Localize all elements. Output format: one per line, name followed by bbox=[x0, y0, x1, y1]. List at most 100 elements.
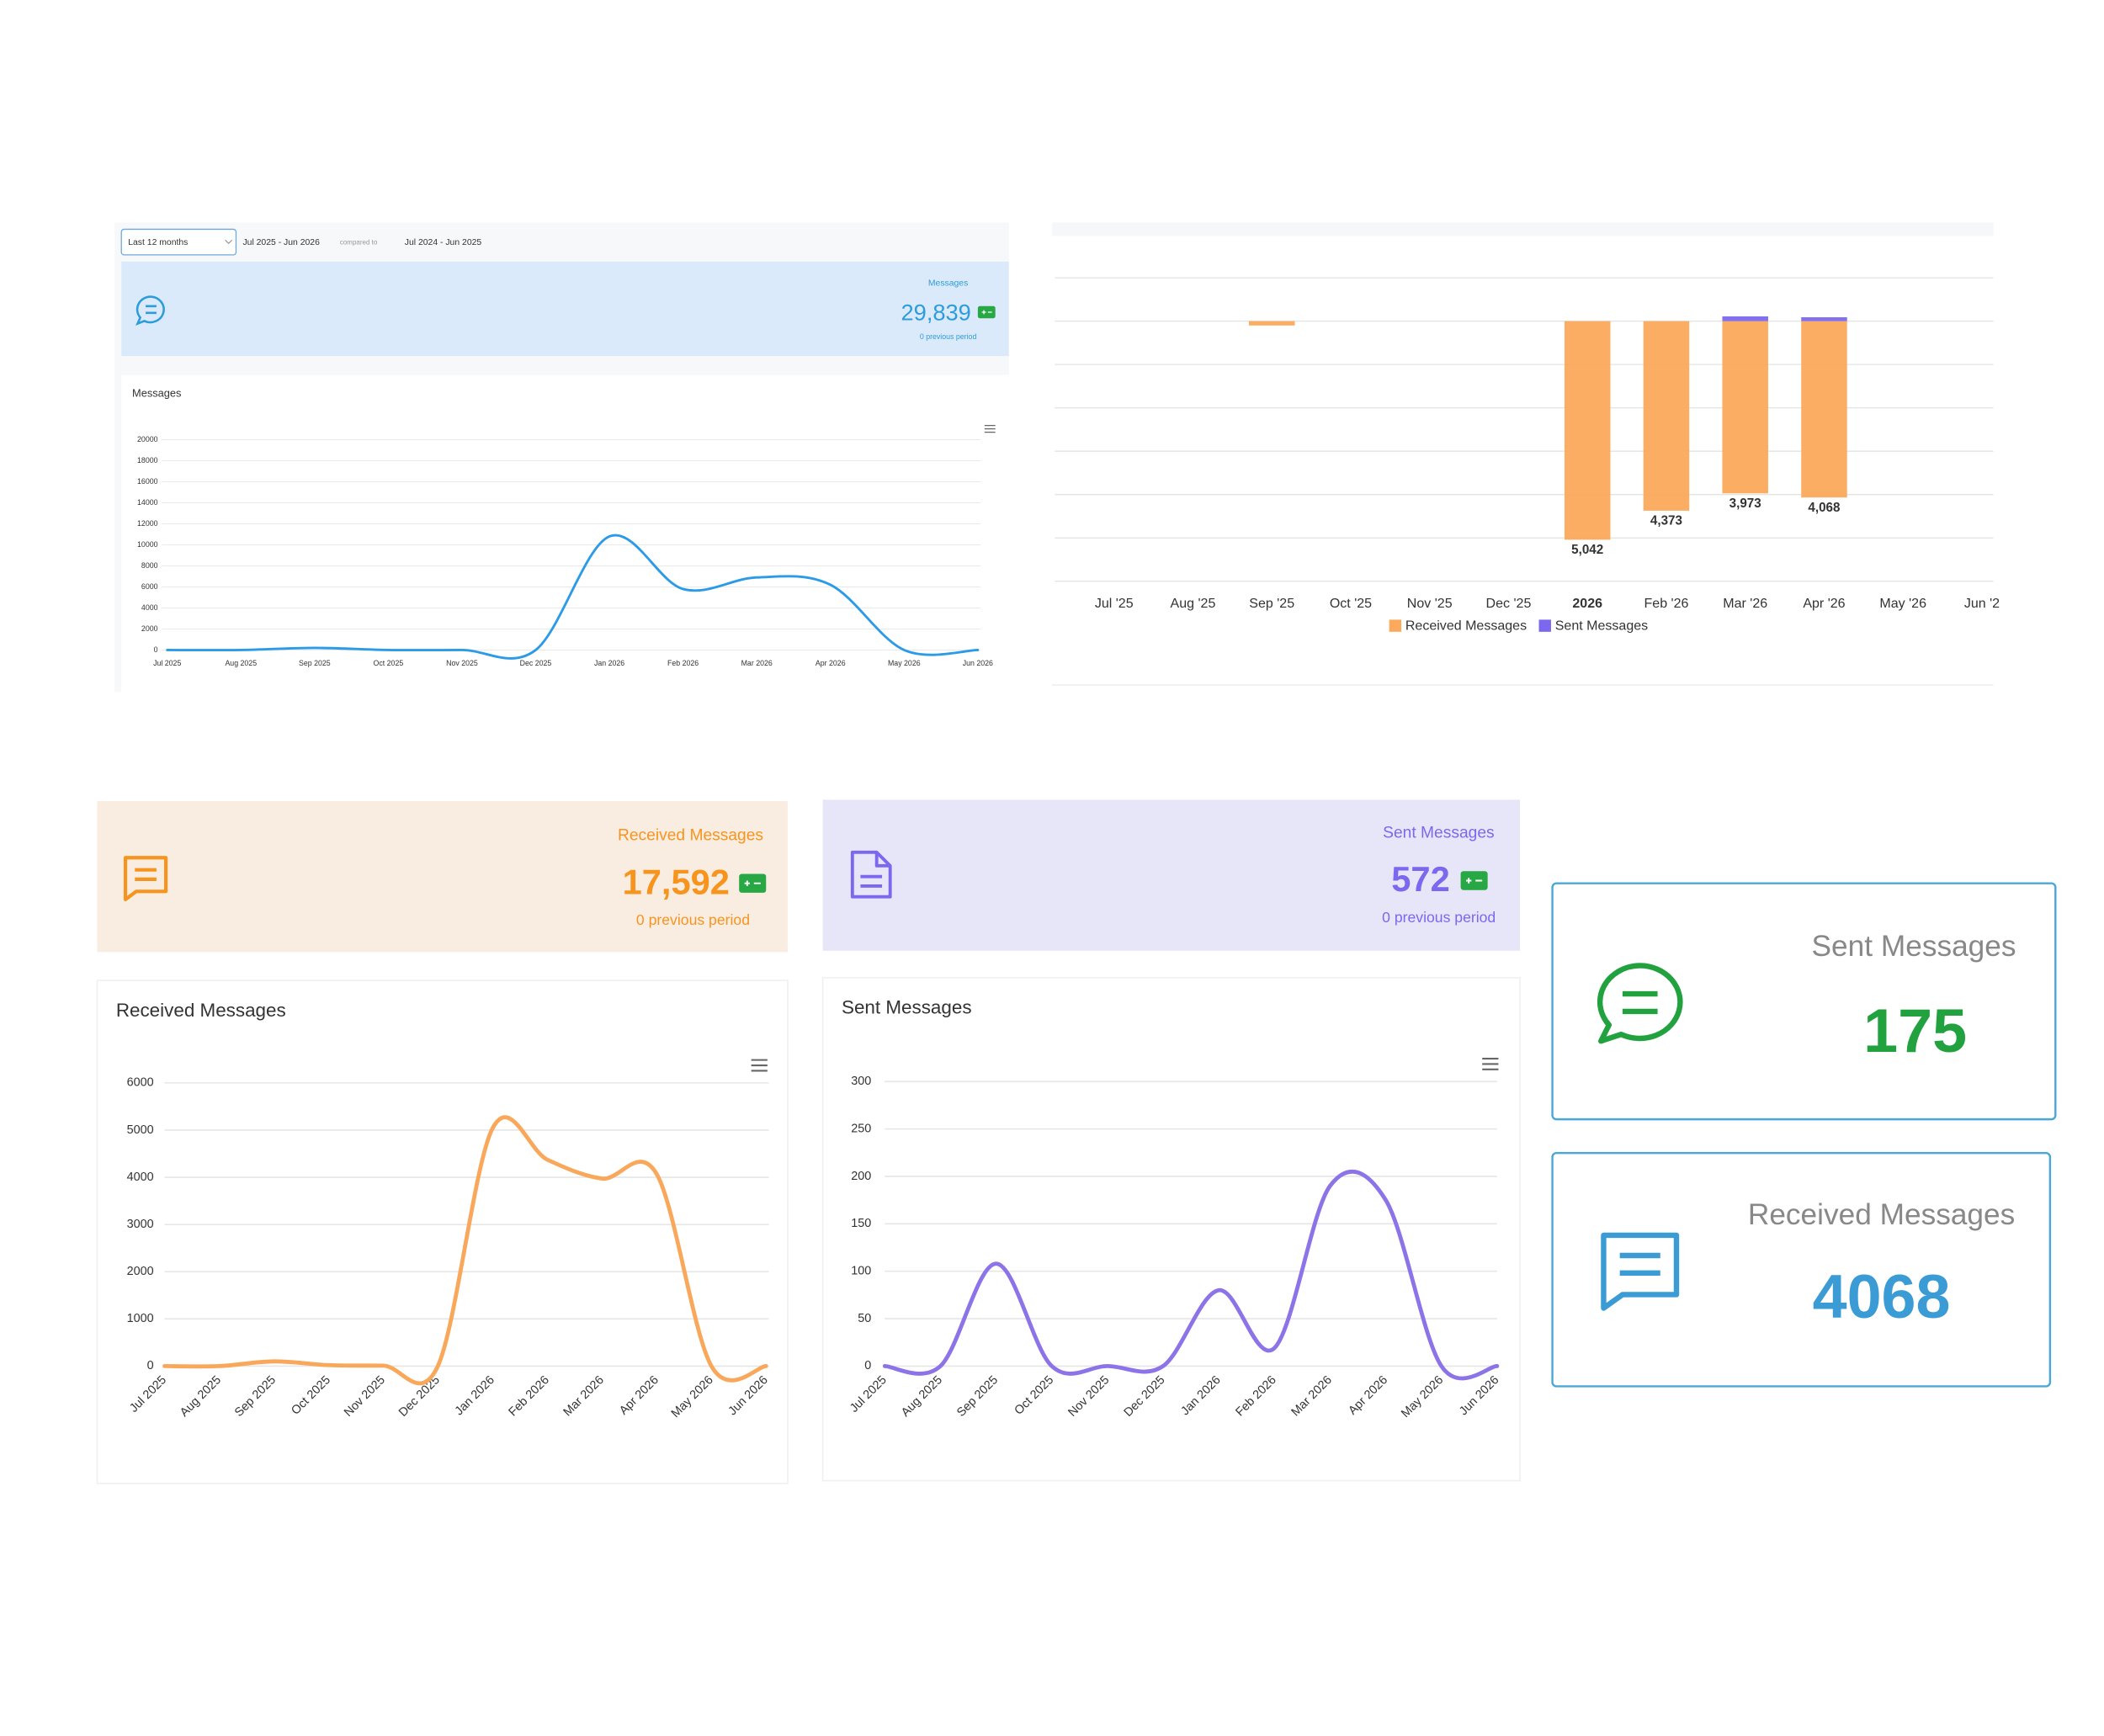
stat-value: 175 bbox=[1863, 995, 1967, 1065]
chart-plot: 0 2000 4000 6000 8000 10000 12000 14000 16000 180… bbox=[137, 435, 993, 667]
summary-card bbox=[822, 799, 1521, 951]
period-select-text: Last 12 months bbox=[128, 238, 188, 247]
message-icon bbox=[1601, 1232, 1680, 1311]
y-tick-label: 10000 bbox=[137, 540, 158, 549]
card-label: Messages bbox=[928, 279, 968, 288]
panel-strip bbox=[1052, 222, 1994, 236]
x-tick-label: Oct '25 bbox=[1330, 596, 1372, 611]
y-tick-label: 0 bbox=[864, 1359, 871, 1372]
y-tick-label: 100 bbox=[851, 1265, 871, 1278]
stat-value: 4068 bbox=[1813, 1261, 1951, 1331]
x-tick-label: Jun '2 bbox=[1964, 596, 2000, 611]
y-tick-label: 4000 bbox=[141, 603, 158, 612]
badge-icon bbox=[744, 880, 761, 886]
y-tick-label: 0 bbox=[154, 645, 158, 654]
x-tick-label: Jan 2026 bbox=[594, 659, 624, 667]
change-badge bbox=[977, 305, 996, 319]
stat-label: Received Messages bbox=[1748, 1198, 2015, 1231]
data-label: 3,973 bbox=[1729, 496, 1761, 511]
x-tick-label: Nov 2025 bbox=[446, 659, 478, 667]
x-tick-label: Dec 2025 bbox=[520, 659, 552, 667]
y-tick-label: 300 bbox=[851, 1075, 871, 1088]
bar bbox=[1248, 321, 1295, 326]
y-tick-label: 6000 bbox=[141, 582, 158, 591]
legend-label: Sent Messages bbox=[1555, 618, 1648, 634]
x-tick-label: May '26 bbox=[1879, 596, 1926, 611]
compared-label: compared to bbox=[340, 239, 378, 247]
x-tick-label: Feb '26 bbox=[1644, 596, 1689, 611]
x-tick-label: Oct 2025 bbox=[374, 659, 404, 667]
legend-swatch bbox=[1389, 619, 1402, 632]
chart-box bbox=[96, 979, 789, 1484]
bar bbox=[1801, 317, 1847, 321]
data-label: 4,068 bbox=[1808, 501, 1840, 515]
card-value: 29,839 bbox=[901, 300, 971, 326]
y-tick-label: 4000 bbox=[127, 1171, 154, 1184]
y-tick-label: 6000 bbox=[127, 1076, 154, 1090]
chat-icon bbox=[1597, 963, 1683, 1044]
chart-menu[interactable] bbox=[1482, 1057, 1499, 1070]
card-value: 17,592 bbox=[623, 862, 730, 901]
data-label: 5,042 bbox=[1571, 543, 1603, 557]
card-label: Sent Messages bbox=[1383, 824, 1494, 841]
chat-icon bbox=[135, 295, 165, 326]
previous-range: Jul 2024 - Jun 2025 bbox=[405, 238, 482, 247]
y-tick-label: 1000 bbox=[127, 1312, 154, 1325]
x-tick-label: Apr '26 bbox=[1803, 596, 1845, 611]
data-label: 4,373 bbox=[1650, 514, 1682, 528]
y-tick-label: 150 bbox=[851, 1217, 871, 1230]
x-tick-label: Sep 2025 bbox=[299, 659, 331, 667]
chart-box bbox=[121, 374, 1009, 693]
y-tick-label: 5000 bbox=[127, 1123, 154, 1137]
card-previous: 0 previous period bbox=[1382, 909, 1496, 926]
stat-label: Sent Messages bbox=[1812, 930, 2016, 963]
x-tick-label: Jun 2026 bbox=[963, 659, 993, 667]
y-tick-label: 2000 bbox=[141, 624, 158, 633]
y-tick-label: 8000 bbox=[141, 561, 158, 570]
legend-label: Received Messages bbox=[1405, 618, 1527, 634]
period-select[interactable] bbox=[120, 228, 237, 256]
chart-title: Received Messages bbox=[116, 1000, 286, 1021]
chart-title: Sent Messages bbox=[842, 997, 972, 1018]
bar bbox=[1722, 316, 1768, 321]
chart-menu[interactable] bbox=[984, 424, 996, 433]
y-tick-label: 2000 bbox=[127, 1265, 154, 1278]
badge-icon bbox=[981, 310, 992, 315]
x-tick-label: Jul '25 bbox=[1095, 596, 1134, 611]
x-tick-label: Nov '25 bbox=[1407, 596, 1453, 611]
x-tick-label: Mar '26 bbox=[1723, 596, 1767, 611]
current-range: Jul 2025 - Jun 2026 bbox=[242, 238, 320, 247]
x-tick-label: Aug '25 bbox=[1171, 596, 1216, 611]
message-icon bbox=[123, 856, 168, 902]
y-tick-label: 14000 bbox=[137, 498, 158, 507]
bar bbox=[1643, 321, 1690, 511]
x-tick-label: Mar 2026 bbox=[741, 659, 773, 667]
line-series bbox=[162, 1115, 768, 1386]
x-tick-label: Dec '25 bbox=[1486, 596, 1532, 611]
card-previous: 0 previous period bbox=[920, 332, 977, 341]
chart-menu[interactable] bbox=[751, 1059, 768, 1072]
card-label: Received Messages bbox=[618, 827, 763, 845]
chart-plot: Jul '25 Aug '25 Sep '25 Oct '25 Nov '25 Dec '… bbox=[1055, 277, 2000, 634]
x-tick-label: Sep '25 bbox=[1249, 596, 1294, 611]
change-badge bbox=[739, 873, 767, 893]
line-series bbox=[882, 1169, 1500, 1381]
x-tick-label: Jul 2025 bbox=[153, 659, 181, 667]
x-tick-label: Aug 2025 bbox=[225, 659, 257, 667]
x-tick-label: Feb 2026 bbox=[667, 659, 699, 667]
summary-card bbox=[97, 800, 788, 953]
bar bbox=[1722, 321, 1768, 494]
x-tick-label: May 2026 bbox=[888, 659, 921, 667]
badge-icon bbox=[1465, 878, 1483, 884]
y-tick-label: 18000 bbox=[137, 456, 158, 465]
summary-card bbox=[121, 261, 1009, 357]
x-tick-label: Apr 2026 bbox=[816, 659, 846, 667]
legend-swatch bbox=[1538, 619, 1551, 632]
y-tick-label: 12000 bbox=[137, 519, 158, 528]
y-tick-label: 250 bbox=[851, 1122, 871, 1135]
y-tick-label: 0 bbox=[147, 1359, 154, 1372]
y-tick-label: 20000 bbox=[137, 435, 158, 443]
chart-box bbox=[821, 977, 1521, 1482]
y-tick-label: 50 bbox=[858, 1312, 871, 1325]
